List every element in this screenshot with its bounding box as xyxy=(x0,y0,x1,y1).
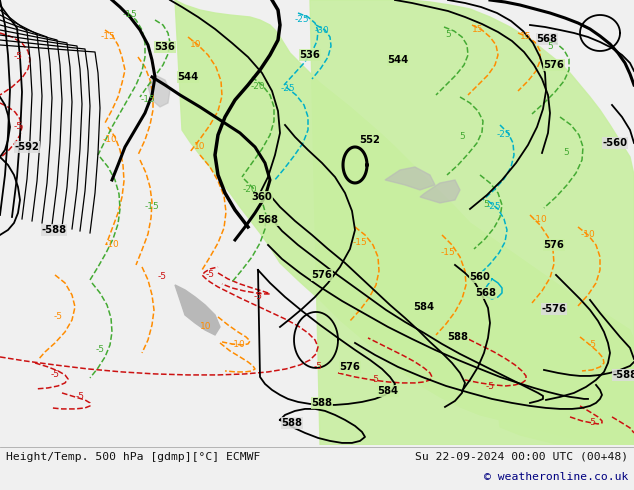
Text: 15: 15 xyxy=(472,25,484,34)
Text: -5: -5 xyxy=(588,341,597,349)
Text: -5: -5 xyxy=(51,370,60,379)
Text: 5: 5 xyxy=(445,30,451,40)
Text: -30: -30 xyxy=(314,26,330,35)
Text: © weatheronline.co.uk: © weatheronline.co.uk xyxy=(484,472,628,482)
Text: 560: 560 xyxy=(470,272,491,282)
Text: -10: -10 xyxy=(105,241,119,249)
Text: -15: -15 xyxy=(353,239,367,247)
Text: -576: -576 xyxy=(541,304,567,314)
Text: 536: 536 xyxy=(155,42,176,52)
Polygon shape xyxy=(310,0,634,445)
Polygon shape xyxy=(480,245,634,445)
Text: 5: 5 xyxy=(547,43,553,51)
Text: 360: 360 xyxy=(252,192,273,202)
Text: 10: 10 xyxy=(194,143,206,151)
Text: -15: -15 xyxy=(141,96,155,104)
Text: -20: -20 xyxy=(243,186,257,195)
Text: -5: -5 xyxy=(313,363,323,371)
Text: -5: -5 xyxy=(13,52,22,61)
Polygon shape xyxy=(148,75,170,107)
Text: -5: -5 xyxy=(205,270,214,279)
Text: 584: 584 xyxy=(377,386,399,396)
Text: -15: -15 xyxy=(145,202,159,212)
Text: 576: 576 xyxy=(340,362,361,372)
Text: -20: -20 xyxy=(250,82,265,92)
Text: 588: 588 xyxy=(448,332,469,342)
Text: -25: -25 xyxy=(295,16,309,24)
Text: -5: -5 xyxy=(75,392,84,401)
Text: -10: -10 xyxy=(581,230,595,240)
Polygon shape xyxy=(175,285,220,335)
Polygon shape xyxy=(385,167,435,190)
Text: -25: -25 xyxy=(281,84,295,94)
Text: 576: 576 xyxy=(311,270,332,280)
Text: 10: 10 xyxy=(200,322,212,331)
Polygon shape xyxy=(420,180,460,203)
Text: -25: -25 xyxy=(487,202,501,212)
Text: -5: -5 xyxy=(13,122,22,131)
Text: Height/Temp. 500 hPa [gdmp][°C] ECMWF: Height/Temp. 500 hPa [gdmp][°C] ECMWF xyxy=(6,452,261,462)
Text: -5: -5 xyxy=(254,293,262,301)
Text: 576: 576 xyxy=(543,60,564,70)
Text: -15: -15 xyxy=(122,10,138,20)
Text: 568: 568 xyxy=(536,34,557,44)
Text: -592: -592 xyxy=(15,142,39,152)
Text: 544: 544 xyxy=(387,55,409,65)
Text: 5: 5 xyxy=(459,132,465,142)
Text: -5: -5 xyxy=(486,382,495,392)
Text: -15: -15 xyxy=(441,248,455,257)
Text: 568: 568 xyxy=(476,288,496,298)
Text: -15: -15 xyxy=(101,32,115,42)
Text: 5: 5 xyxy=(483,200,489,209)
Text: -10: -10 xyxy=(533,216,547,224)
Text: 536: 536 xyxy=(299,50,320,60)
Text: -5: -5 xyxy=(157,272,167,281)
Text: 584: 584 xyxy=(413,302,434,312)
Text: 544: 544 xyxy=(178,72,198,82)
Text: Su 22-09-2024 00:00 UTC (00+48): Su 22-09-2024 00:00 UTC (00+48) xyxy=(415,452,628,462)
Polygon shape xyxy=(175,0,634,445)
Text: 552: 552 xyxy=(359,135,380,145)
Text: -10: -10 xyxy=(103,135,117,145)
Text: -10: -10 xyxy=(231,341,245,349)
Text: -5: -5 xyxy=(96,345,105,354)
Text: 15: 15 xyxy=(521,32,532,42)
Text: -588: -588 xyxy=(41,225,67,235)
Text: 588: 588 xyxy=(281,418,302,428)
Text: 10: 10 xyxy=(190,41,202,49)
Text: 5: 5 xyxy=(563,148,569,157)
Text: -588: -588 xyxy=(612,370,634,380)
Text: -5: -5 xyxy=(370,375,380,385)
Text: 588: 588 xyxy=(311,398,332,408)
Text: -25: -25 xyxy=(496,130,511,140)
Text: 568: 568 xyxy=(257,215,278,225)
Text: -5: -5 xyxy=(53,313,63,321)
Text: 576: 576 xyxy=(543,240,564,250)
Text: -5: -5 xyxy=(588,418,597,427)
Text: -560: -560 xyxy=(602,138,628,148)
